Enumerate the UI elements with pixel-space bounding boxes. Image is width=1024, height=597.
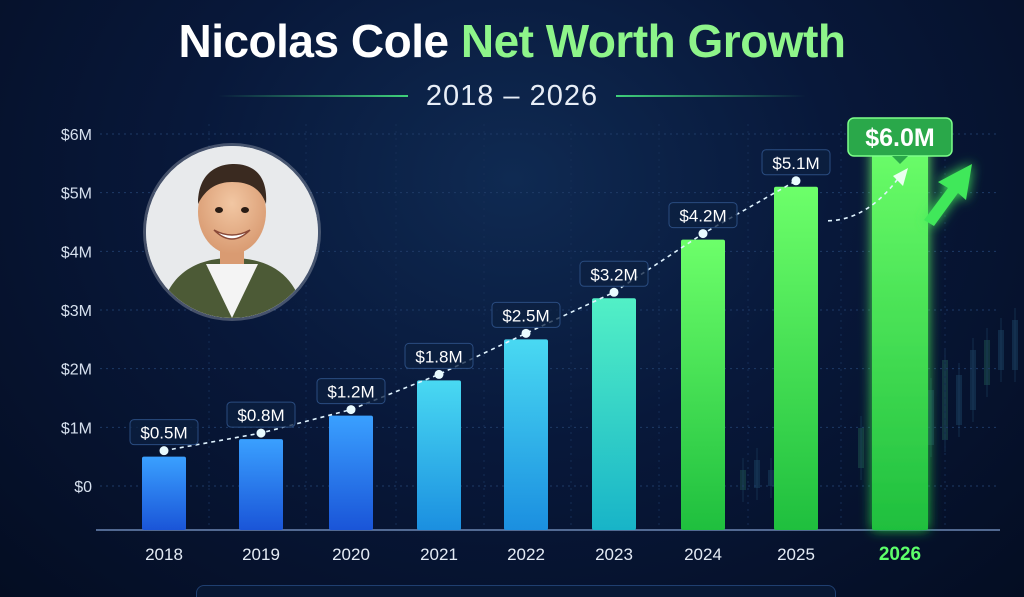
background-candle (754, 460, 760, 488)
background-candle (900, 400, 906, 460)
data-label-box (226, 401, 296, 428)
x-tick-label-2023: 2023 (595, 545, 633, 564)
trend-point (159, 446, 169, 456)
trend-point (609, 287, 619, 297)
bar-2020 (329, 415, 373, 530)
background-candle (984, 340, 990, 385)
y-tick-label: $2M (61, 362, 92, 379)
background-candle (858, 428, 864, 468)
data-label-2021: $1.8M (415, 347, 462, 366)
bar-2022 (504, 339, 548, 530)
trend-point (791, 176, 801, 186)
bar-2021 (417, 380, 461, 530)
data-label-2020: $1.2M (327, 383, 374, 402)
x-tick-label-2025: 2025 (777, 545, 815, 564)
y-axis: $0 $1M $2M $3M $4M $5M $6M (61, 127, 92, 496)
trend-point (698, 229, 708, 239)
data-label-2024: $4.2M (679, 207, 726, 226)
highlight-badge (847, 117, 953, 157)
bar-2019 (239, 439, 283, 530)
bar-2018 (142, 456, 186, 530)
data-label-box (404, 342, 474, 369)
data-label-box (668, 202, 738, 229)
background-decor (740, 308, 1018, 502)
bar-2025 (774, 186, 818, 531)
x-tick-label-2020: 2020 (332, 545, 370, 564)
trend-point (256, 428, 266, 438)
subtitle-divider-right (616, 95, 807, 97)
growth-arrow-icon (924, 164, 972, 226)
data-label-2023: $3.2M (590, 265, 637, 284)
background-candle (998, 330, 1004, 370)
y-tick-label: $3M (61, 303, 92, 320)
y-tick-label: $0 (74, 479, 92, 496)
subtitle-divider-left (217, 95, 408, 97)
data-label-box (579, 260, 649, 287)
bar-2024 (681, 239, 725, 530)
bottom-panel (196, 585, 836, 597)
data-label-box (761, 149, 831, 176)
y-tick-label: $1M (61, 420, 92, 437)
background-candle (886, 420, 892, 470)
bar-2023 (592, 298, 636, 530)
title-accent: Net Worth Growth (460, 15, 846, 67)
data-label-box (129, 419, 199, 446)
x-tick-label-2022: 2022 (507, 545, 545, 564)
title-name: Nicolas Cole (178, 15, 449, 67)
x-tick-label-2026: 2026 (879, 544, 921, 565)
bar-2026 (872, 134, 928, 530)
person-avatar (146, 146, 318, 318)
data-label-2018: $0.5M (140, 424, 187, 443)
trend-point (434, 369, 444, 379)
x-tick-label-2024: 2024 (684, 545, 722, 564)
data-label-2019: $0.8M (237, 406, 284, 425)
background-candle (928, 390, 934, 445)
chart-subtitle: 2018 – 2026 (425, 79, 599, 112)
trend-point (521, 328, 531, 338)
trend-arrow-line (827, 175, 901, 222)
y-tick-label: $6M (61, 127, 92, 144)
background-candle (914, 380, 920, 450)
chart-title: Nicolas Cole Net Worth Growth (0, 14, 1024, 68)
background-candle (1012, 320, 1018, 370)
data-label-2026: $6.0M (865, 124, 934, 152)
background-candle (956, 375, 962, 425)
avatar-illustration (146, 146, 318, 318)
background-candle (768, 470, 774, 486)
data-label-2025: $5.1M (772, 154, 819, 173)
data-label-2022: $2.5M (502, 306, 549, 325)
x-tick-label-2018: 2018 (145, 545, 183, 564)
x-tick-label-2021: 2021 (420, 545, 458, 564)
y-tick-label: $5M (61, 186, 92, 203)
x-tick-label-2019: 2019 (242, 545, 280, 564)
trend-arrow-head (893, 168, 908, 186)
data-label-box (316, 378, 386, 405)
y-tick-label: $4M (61, 244, 92, 261)
trend-point (346, 405, 356, 415)
background-candle (970, 350, 976, 410)
highlight-badge-pointer (892, 156, 908, 164)
data-label-box (491, 301, 561, 328)
x-axis: 2018 2019 2020 2021 2022 2023 2024 2025 2026 (145, 544, 921, 565)
background-candle (872, 440, 878, 468)
subtitle-row: 2018 – 2026 (0, 78, 1024, 114)
background-candle (942, 360, 948, 440)
background-candle (740, 470, 746, 490)
